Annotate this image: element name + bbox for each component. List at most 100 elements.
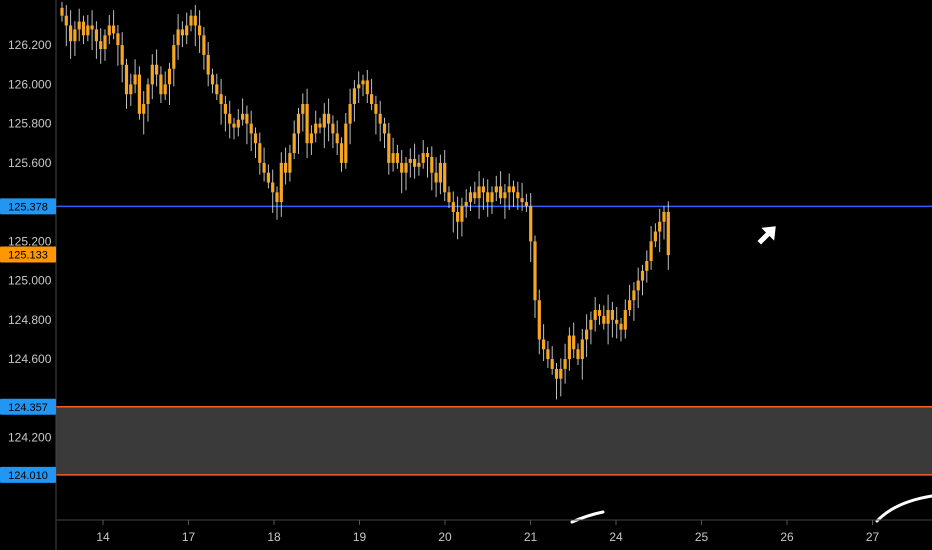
candle-body: [292, 133, 296, 154]
candle-body: [524, 202, 528, 207]
x-tick-label: 18: [267, 530, 281, 544]
candle-body: [81, 21, 86, 36]
candle-body: [443, 162, 447, 193]
candle-body: [60, 7, 64, 16]
candle-body: [580, 339, 584, 360]
candle-body: [210, 74, 215, 85]
y-tick-label: 125.600: [8, 156, 52, 170]
drawn-curves: [570, 494, 932, 524]
x-tick-label: 27: [866, 530, 880, 544]
candle-body: [387, 133, 391, 163]
candle-body: [73, 29, 77, 42]
candle-body: [481, 186, 485, 193]
candle-body: [245, 113, 249, 124]
candle-body: [413, 158, 417, 167]
candle-body: [404, 162, 408, 173]
candle-body: [537, 300, 541, 340]
candle-body: [77, 21, 81, 30]
candle-body: [284, 162, 288, 173]
candle-body: [602, 315, 606, 324]
candle-body: [503, 192, 507, 199]
candle-body: [546, 349, 550, 360]
candle-body: [511, 186, 516, 193]
support-zone: [56, 406, 932, 475]
candle-body: [262, 162, 266, 173]
candle-body: [331, 123, 335, 134]
price-label-box: [0, 246, 56, 263]
candle-body: [451, 202, 455, 212]
candle-body: [107, 25, 111, 36]
candle-body: [137, 74, 141, 114]
candle-body: [370, 94, 374, 104]
candle-body: [365, 80, 369, 95]
candle-body: [486, 192, 490, 203]
candle-body: [516, 192, 520, 199]
candle-body: [193, 15, 197, 26]
candle-body: [623, 310, 627, 330]
candle-body: [533, 241, 537, 301]
candle-body: [236, 119, 240, 128]
candle-body: [327, 113, 331, 124]
y-tick-label: 124.200: [8, 431, 52, 445]
x-tick-label: 19: [353, 530, 367, 544]
candle-body: [666, 211, 670, 256]
candle-body: [344, 123, 348, 163]
candle-body: [400, 162, 404, 173]
x-tick-label: 25: [695, 530, 709, 544]
candle-body: [189, 15, 193, 26]
y-tick-label: 125.000: [8, 274, 52, 288]
candle-body: [296, 113, 301, 134]
candle-body: [417, 162, 421, 167]
candle-body: [155, 64, 159, 75]
candle-body: [305, 104, 309, 144]
candle-body: [185, 25, 189, 36]
candle-body: [576, 349, 580, 360]
candle-body: [554, 368, 559, 379]
candle-body: [202, 35, 206, 55]
candle-body: [163, 84, 167, 95]
candle-body: [391, 153, 395, 163]
candle-body: [253, 133, 258, 144]
candle-body: [167, 68, 172, 85]
candle-body: [456, 211, 460, 222]
candle-body: [198, 25, 202, 36]
candle-body: [275, 192, 279, 203]
candle-body: [640, 270, 645, 281]
candle-body: [447, 192, 451, 203]
candle-body: [314, 123, 318, 134]
candle-body: [357, 84, 361, 89]
candle-body: [378, 113, 382, 124]
x-tick-label: 21: [524, 530, 538, 544]
candle-body: [610, 310, 614, 320]
candle-body: [559, 368, 563, 379]
candle-body: [645, 260, 649, 271]
candle-body: [460, 206, 464, 222]
candle-body: [421, 153, 425, 163]
candle-body: [563, 359, 567, 369]
candle-body: [593, 310, 597, 320]
candle-body: [258, 143, 262, 163]
x-tick-label: 26: [780, 530, 794, 544]
candle-body: [69, 25, 73, 42]
candle-body: [159, 74, 163, 95]
price-label-box: [0, 198, 56, 215]
candle-body: [219, 94, 223, 104]
candle-body: [120, 45, 124, 65]
candle-body: [176, 29, 180, 46]
candle-body: [430, 156, 434, 173]
candle-body: [408, 158, 412, 163]
drawn-curve-right: [875, 494, 932, 523]
candle-body: [309, 133, 313, 144]
x-axis-ticks: 14 17 18 19 20 21 24 25 26 27: [96, 520, 879, 544]
candle-body: [318, 123, 322, 128]
candle-body: [434, 172, 438, 183]
candle-body: [662, 211, 666, 222]
candle-body: [288, 153, 292, 173]
candle-body: [103, 35, 107, 50]
candle-body: [542, 339, 546, 350]
candle-body: [520, 198, 524, 203]
price-labels: 125.378 125.133 124.357 124.010: [0, 198, 56, 483]
x-tick-label: 17: [182, 530, 196, 544]
candle-body: [301, 104, 305, 114]
